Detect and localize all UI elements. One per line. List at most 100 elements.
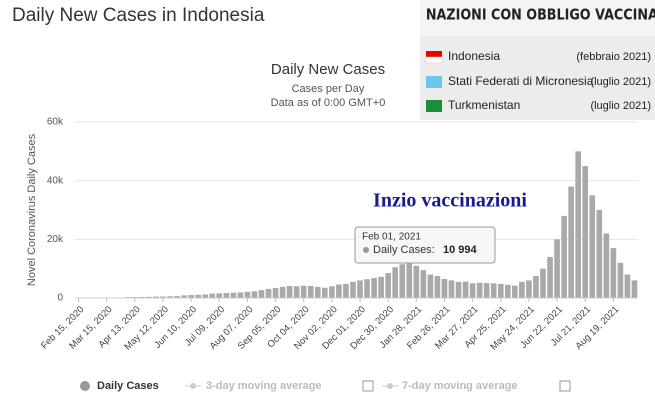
bar (420, 270, 427, 298)
bar (307, 285, 314, 298)
legend-label[interactable]: Daily Cases (97, 380, 159, 392)
bar (223, 293, 230, 298)
flag (426, 51, 442, 57)
legend-marker[interactable] (80, 381, 90, 391)
bar (188, 295, 194, 298)
checkbox[interactable] (559, 380, 571, 392)
bar (167, 296, 173, 298)
bar (258, 290, 265, 298)
inset-date: (luglio 2021) (590, 76, 651, 88)
bar (343, 283, 349, 298)
bar (237, 292, 244, 298)
bar (526, 280, 532, 298)
bar (286, 285, 293, 298)
y-axis-label: Novel Coronavirus Daily Cases (26, 133, 38, 286)
tooltip-dot (363, 247, 369, 253)
bar (146, 296, 152, 298)
y-tick-label: 0 (57, 293, 63, 304)
bar (596, 210, 603, 298)
bar (434, 276, 441, 298)
bar (483, 283, 490, 298)
bar (216, 293, 223, 298)
bar (181, 295, 187, 298)
bar (561, 215, 567, 298)
tooltip-date: Feb 01, 2021 (362, 232, 421, 243)
bar (631, 280, 638, 298)
bar (378, 276, 384, 298)
bar (504, 284, 511, 298)
bar (244, 291, 251, 298)
bar (462, 281, 469, 298)
bar (195, 294, 201, 298)
inset-date: (febbraio 2021) (576, 51, 651, 63)
bar (209, 293, 216, 298)
bar (455, 281, 462, 298)
bar (610, 248, 617, 298)
bar (519, 281, 525, 298)
inset-header (420, 0, 655, 36)
bar (329, 286, 335, 298)
bar (617, 262, 624, 298)
bar (160, 296, 166, 298)
inset-country: Indonesia (448, 49, 500, 63)
y-tick-label: 40k (47, 175, 64, 186)
bar (589, 195, 596, 298)
bar (350, 281, 356, 298)
tooltip-value: 10 994 (443, 244, 478, 256)
bar (540, 268, 546, 298)
bar (603, 233, 610, 298)
bar (300, 285, 307, 298)
bar (293, 286, 300, 298)
bar (202, 294, 209, 298)
page-title: Daily New Cases in Indonesia (12, 5, 265, 26)
bar (554, 239, 560, 298)
tooltip-box (354, 226, 496, 264)
inset-country: Stati Federati di Micronesia (448, 74, 594, 88)
bar (476, 282, 483, 298)
bar (568, 186, 574, 298)
bar (575, 151, 581, 298)
bar (174, 296, 180, 298)
bar (385, 273, 391, 298)
inset-title: NAZIONI CON OBBLIGO VACCINALE (426, 6, 655, 23)
chart-subtitle: Cases per Day (292, 83, 365, 95)
bar (336, 284, 342, 298)
chart-title: Daily New Cases (271, 61, 385, 78)
bar (279, 286, 286, 298)
flag (426, 100, 442, 112)
inset-date: (luglio 2021) (590, 100, 651, 112)
bar (413, 265, 420, 298)
y-tick-label: 20k (47, 234, 64, 245)
inset: NAZIONI CON OBBLIGO VACCINALE Indonesia … (420, 0, 655, 120)
chart-note: Data as of 0:00 GMT+0 (271, 97, 386, 109)
bar (490, 283, 497, 298)
flag (425, 56, 443, 64)
bar (497, 283, 504, 298)
bar (427, 274, 434, 298)
bar (357, 280, 363, 298)
bar (322, 287, 328, 298)
tooltip-label: Daily Cases: (373, 244, 435, 256)
bar (251, 291, 258, 298)
bar (371, 278, 377, 298)
legend-marker[interactable] (387, 383, 393, 389)
y-tick-label: 60k (47, 117, 64, 128)
legend-marker[interactable] (190, 383, 196, 389)
bar (265, 288, 272, 298)
flag (426, 76, 442, 88)
bar (469, 283, 476, 298)
bar (399, 264, 406, 298)
bar (392, 267, 399, 298)
bar (230, 292, 237, 298)
legend-label[interactable]: 3-day moving average (206, 380, 322, 392)
legend-label[interactable]: 7-day moving average (402, 380, 518, 392)
bar (272, 288, 279, 298)
inset-country: Turkmenistan (448, 98, 520, 112)
bar (406, 261, 413, 298)
checkbox[interactable] (362, 380, 374, 392)
bar (547, 256, 553, 298)
bar (512, 285, 518, 298)
bar (441, 278, 448, 298)
bar (582, 166, 589, 298)
